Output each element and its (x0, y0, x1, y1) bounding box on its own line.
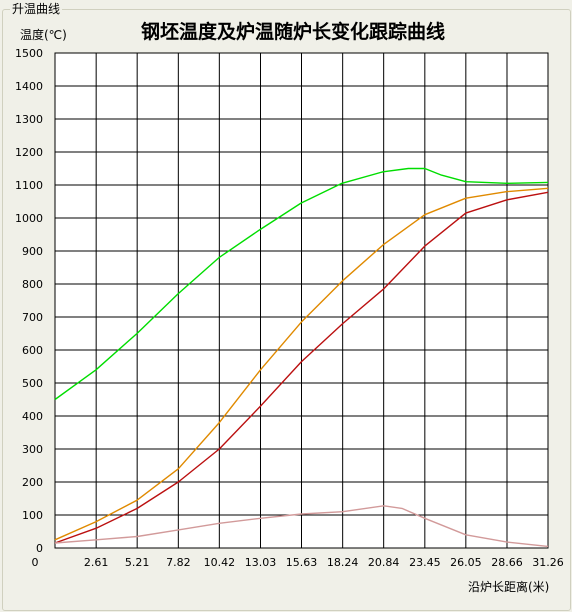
y-tick-label: 400 (22, 410, 43, 423)
x-tick-label: 15.63 (286, 556, 318, 569)
x-tick-label: 13.03 (245, 556, 277, 569)
x-axis-label: 沿炉长距离(米) (468, 579, 549, 594)
y-tick-label: 1300 (15, 113, 43, 126)
x-tick-labels: 0 2.61 5.21 7.82 10.42 13.03 15.63 18.24 20.84 23… (32, 556, 564, 569)
x-tick-label: 28.66 (491, 556, 523, 569)
y-tick-label: 1200 (15, 146, 43, 159)
y-tick-label: 700 (22, 311, 43, 324)
y-tick-label: 0 (36, 542, 43, 555)
y-tick-label: 600 (22, 344, 43, 357)
y-tick-label: 1400 (15, 80, 43, 93)
y-tick-label: 800 (22, 278, 43, 291)
x-tick-label: 7.82 (166, 556, 191, 569)
y-tick-label: 500 (22, 377, 43, 390)
x-tick-label: 5.21 (125, 556, 150, 569)
x-tick-label: 18.24 (327, 556, 359, 569)
y-tick-label: 1500 (15, 47, 43, 60)
x-tick-label: 26.05 (450, 556, 482, 569)
y-tick-label: 1000 (15, 212, 43, 225)
y-tick-label: 900 (22, 245, 43, 258)
x-tick-label: 23.45 (409, 556, 441, 569)
y-tick-labels: 0 100 200 300 400 500 600 700 800 900 1000 1100 1200… (15, 47, 43, 555)
chart-title: 钢坯温度及炉温随炉长变化跟踪曲线 (141, 20, 445, 43)
y-tick-label: 100 (22, 509, 43, 522)
x-tick-label: 2.61 (84, 556, 109, 569)
x-tick-label: 31.26 (532, 556, 564, 569)
y-axis-label: 温度(℃) (20, 27, 67, 42)
y-tick-label: 200 (22, 476, 43, 489)
x-tick-label: 10.42 (204, 556, 236, 569)
x-tick-label: 0 (32, 556, 39, 569)
y-tick-label: 300 (22, 443, 43, 456)
x-tick-label: 20.84 (368, 556, 400, 569)
y-tick-label: 1100 (15, 179, 43, 192)
